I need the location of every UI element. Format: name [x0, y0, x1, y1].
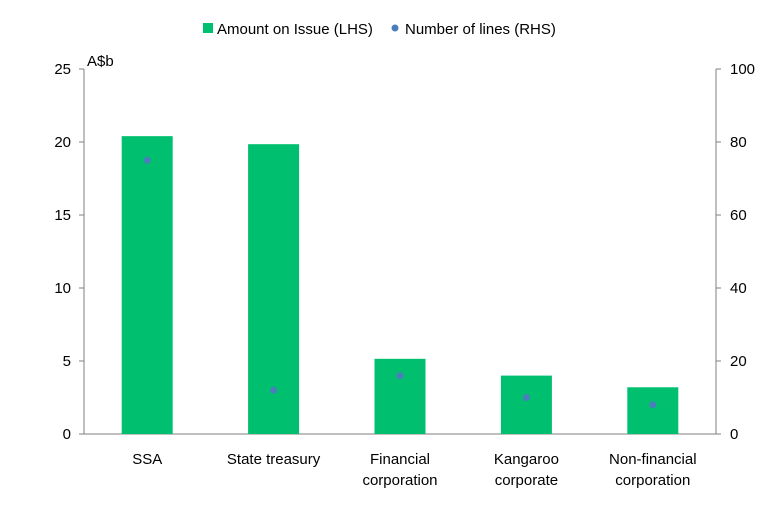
y-left-tick-label: 5 — [63, 353, 71, 370]
bars — [121, 136, 679, 434]
y-right-tick-label: 0 — [730, 426, 738, 443]
bar — [374, 358, 426, 434]
legend-swatch-bar — [203, 23, 213, 33]
category-label: corporate — [495, 472, 558, 489]
legend: Amount on Issue (LHS) Number of lines (RH… — [203, 21, 556, 38]
y-right-tick-label: 80 — [730, 134, 747, 151]
y-left-unit-label: A$b — [87, 53, 114, 70]
category-label: corporation — [615, 472, 690, 489]
axes: 0 5 10 15 20 25 0 20 40 60 80 100 — [54, 61, 755, 443]
y-left-tick-label: 20 — [54, 134, 71, 151]
bar — [627, 387, 679, 434]
data-point — [649, 401, 657, 409]
points — [143, 156, 657, 409]
y-right-tick-label: 40 — [730, 280, 747, 297]
y-left-tick-label: 25 — [54, 61, 71, 78]
category-label: Non-financial — [609, 451, 697, 468]
bar — [121, 136, 173, 434]
y-right-tick-label: 100 — [730, 61, 755, 78]
bar — [248, 144, 300, 434]
y-left-tick-label: 15 — [54, 207, 71, 224]
data-point — [522, 394, 530, 401]
bar — [500, 375, 552, 434]
data-point — [396, 372, 404, 380]
data-point — [270, 386, 278, 394]
category-labels: SSA State treasury Financial corporation Kan… — [132, 451, 696, 489]
category-label: Kangaroo — [494, 451, 559, 468]
legend-marker-point — [391, 24, 399, 32]
category-label: corporation — [362, 472, 437, 489]
y-left-tick-label: 0 — [63, 426, 71, 443]
y-right-tick-label: 60 — [730, 207, 747, 224]
legend-label: Number of lines (RHS) — [405, 21, 556, 38]
category-label: State treasury — [227, 451, 321, 468]
y-left-tick-label: 10 — [54, 280, 71, 297]
y-right-tick-label: 20 — [730, 353, 747, 370]
legend-label: Amount on Issue (LHS) — [217, 21, 373, 38]
data-point — [143, 156, 151, 164]
category-label: SSA — [132, 451, 162, 468]
category-label: Financial — [370, 451, 430, 468]
